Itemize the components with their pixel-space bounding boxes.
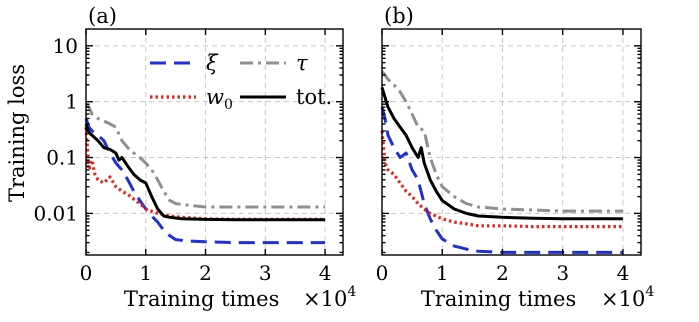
panel-b-x-multiplier-base: ×10 <box>601 287 645 311</box>
panel-b-series-line-2 <box>380 70 623 213</box>
panel-a-x-tick-label: 1 <box>139 261 152 285</box>
panel-b-x-tick-label: 0 <box>376 261 389 285</box>
panel-b-series-line-0 <box>380 106 623 254</box>
panel-a-y-tick-label: 10 <box>53 34 78 58</box>
legend-label-3: tot. <box>296 85 332 109</box>
panel-b-grid <box>382 29 641 255</box>
panel-b-x-multiplier-exponent: 4 <box>645 284 654 300</box>
panel-a-x-multiplier-exponent: 4 <box>347 284 356 300</box>
panel-b-x-tick-label: 1 <box>436 261 449 285</box>
legend-label-0: ξ <box>206 51 219 75</box>
panel-b-label: (b) <box>384 4 414 28</box>
panel-a-series <box>84 103 326 245</box>
panel-b-series-line-3 <box>380 86 623 221</box>
panel-b-x-tick-label: 4 <box>617 261 630 285</box>
panel-a-series-line-2 <box>84 103 326 209</box>
legend-label-2: τ <box>296 51 308 75</box>
panel-a-series-line-3 <box>84 123 326 222</box>
panel-b-series-line-1 <box>380 130 623 229</box>
panel-b-ticks: 0 1 2 3 4 <box>376 29 641 285</box>
panel-b-series <box>380 70 623 254</box>
panel-a-frame <box>85 28 344 256</box>
panel-a-y-tick-label: 0.01 <box>33 201 78 225</box>
panel-b: 0 1 2 3 4 (b) Training times ×104 <box>376 4 655 311</box>
panel-a-y-tick-label: 0.1 <box>46 146 78 170</box>
legend: ξ w0 τ tot. <box>150 51 332 113</box>
panel-a-label: (a) <box>88 4 117 28</box>
legend-label-subscript-1: 0 <box>224 97 233 113</box>
panel-a: 0 1 2 3 4 0.01 0.1 1 10 (a) Training loss Traini… <box>5 4 356 311</box>
panel-a-series-line-1 <box>84 126 326 221</box>
panel-a-x-axis-label: Training times <box>124 287 279 311</box>
panel-a-x-tick-label: 0 <box>80 261 93 285</box>
panel-b-x-tick-label: 2 <box>496 261 509 285</box>
panel-a-x-multiplier: ×104 <box>303 284 356 311</box>
panel-a-x-multiplier-base: ×10 <box>303 287 347 311</box>
panel-a-ticks: 0 1 2 3 4 0.01 0.1 1 10 <box>33 29 343 285</box>
panel-a-x-tick-label: 3 <box>259 261 272 285</box>
legend-label-1: w0 <box>206 85 233 113</box>
panel-a-x-tick-label: 4 <box>319 261 332 285</box>
panel-b-x-tick-label: 3 <box>556 261 569 285</box>
panel-a-grid <box>86 29 343 255</box>
panel-b-x-axis-label: Training times <box>421 287 576 311</box>
panel-a-y-axis-label: Training loss <box>5 64 29 202</box>
panel-a-x-tick-label: 2 <box>199 261 212 285</box>
panel-b-x-multiplier: ×104 <box>601 284 654 311</box>
panel-a-y-tick-label: 1 <box>65 90 78 114</box>
panel-b-frame <box>381 28 642 256</box>
